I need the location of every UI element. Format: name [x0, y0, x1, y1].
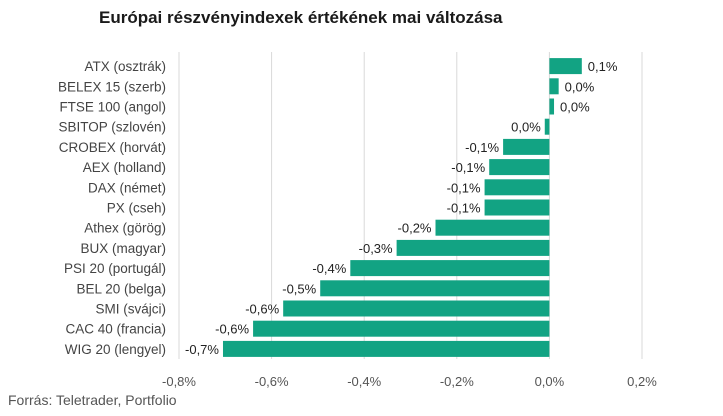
- bar: [484, 179, 550, 196]
- category-label: BEL 20 (belga): [76, 281, 166, 296]
- bar: [503, 138, 550, 155]
- data-label: -0,1%: [447, 180, 481, 195]
- bar: [396, 239, 550, 256]
- x-tick-label: -0,4%: [347, 374, 381, 389]
- data-label: 0,0%: [560, 100, 590, 115]
- category-label: AEX (holland): [83, 160, 166, 175]
- data-label: -0,5%: [282, 281, 316, 296]
- bar: [320, 280, 550, 297]
- x-tick-label: 0,2%: [627, 374, 657, 389]
- data-label: 0,0%: [565, 79, 595, 94]
- category-label: ATX (osztrák): [84, 59, 166, 74]
- bar: [544, 118, 550, 135]
- category-label: BELEX 15 (szerb): [58, 79, 166, 94]
- data-label: -0,1%: [451, 160, 485, 175]
- x-tick-label: 0,0%: [535, 374, 565, 389]
- data-label: -0,4%: [312, 261, 346, 276]
- bar: [484, 199, 550, 216]
- chart-title: Európai részvényindexek értékének mai vá…: [99, 8, 503, 27]
- labels: -0,8% -0,6% -0,4% -0,2% 0,0% 0,2% ATX (osztrák…: [58, 59, 657, 389]
- category-label: FTSE 100 (angol): [59, 100, 166, 115]
- data-label: -0,6%: [215, 322, 249, 337]
- data-label: -0,7%: [185, 342, 219, 357]
- bar: [549, 58, 582, 75]
- category-label: CAC 40 (francia): [65, 322, 166, 337]
- data-label: 0,1%: [588, 59, 618, 74]
- category-label: BUX (magyar): [80, 241, 166, 256]
- category-label: WIG 20 (lengyel): [65, 342, 166, 357]
- category-label: Athex (görög): [84, 221, 166, 236]
- x-tick-label: -0,2%: [440, 374, 474, 389]
- category-label: PX (cseh): [107, 201, 166, 216]
- data-label: -0,6%: [245, 302, 279, 317]
- category-label: DAX (német): [88, 180, 166, 195]
- bar: [435, 219, 550, 236]
- bar: [549, 98, 555, 115]
- x-tick-label: -0,6%: [255, 374, 289, 389]
- data-label: -0,1%: [465, 140, 499, 155]
- bar: [283, 300, 550, 317]
- chart-source: Forrás: Teletrader, Portfolio: [8, 392, 177, 408]
- bar: [253, 320, 550, 337]
- category-label: PSI 20 (portugál): [64, 261, 166, 276]
- bars: [222, 58, 582, 357]
- data-label: -0,3%: [359, 241, 393, 256]
- data-label: 0,0%: [511, 120, 541, 135]
- bar: [222, 340, 550, 357]
- bar: [549, 78, 559, 95]
- bar: [489, 159, 550, 176]
- bar: [350, 260, 550, 277]
- data-label: -0,2%: [398, 221, 432, 236]
- category-label: SMI (svájci): [96, 302, 167, 317]
- category-label: CROBEX (horvát): [59, 140, 166, 155]
- category-label: SBITOP (szlovén): [58, 120, 166, 135]
- data-label: -0,1%: [447, 201, 481, 216]
- x-tick-label: -0,8%: [162, 374, 196, 389]
